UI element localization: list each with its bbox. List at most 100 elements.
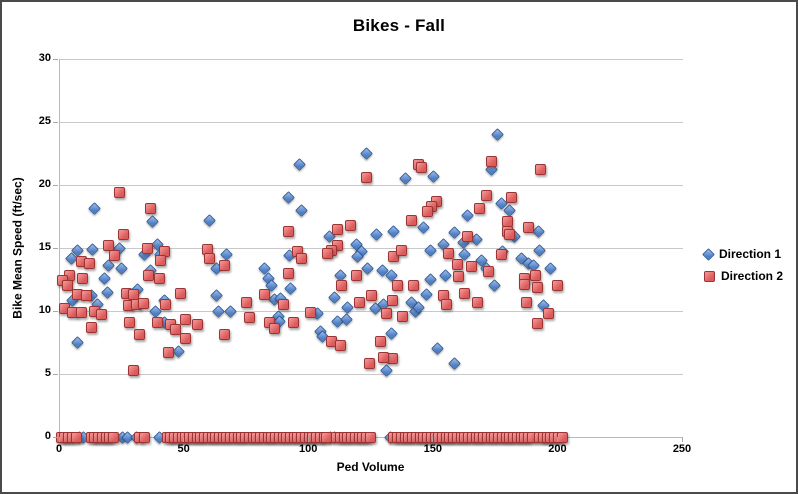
gridline (60, 184, 683, 186)
data-point-direction-1 (71, 336, 84, 349)
y-tick-mark (53, 184, 58, 186)
y-tick-mark (53, 373, 58, 375)
x-tick-mark (432, 437, 434, 442)
legend-entry-direction-1: Direction 1 (702, 243, 783, 265)
data-point-direction-2 (519, 279, 531, 291)
data-point-direction-2 (415, 161, 427, 173)
data-point-direction-2 (151, 316, 163, 328)
x-tick-label: 150 (423, 443, 442, 455)
data-point-direction-1 (224, 304, 238, 318)
gridline (60, 58, 683, 60)
y-tick-label: 5 (44, 367, 51, 379)
legend-entry-direction-2: Direction 2 (704, 265, 783, 287)
gridline (60, 121, 683, 123)
data-point-direction-2 (108, 431, 120, 443)
data-point-direction-1 (490, 128, 504, 141)
data-point-direction-1 (438, 269, 452, 283)
data-point-direction-1 (295, 203, 309, 217)
y-tick-mark (53, 247, 58, 249)
data-point-direction-2 (366, 290, 377, 302)
x-tick-label: 200 (548, 443, 567, 455)
y-tick-label: 25 (38, 115, 51, 127)
y-tick-label: 30 (38, 52, 51, 64)
data-point-direction-1 (88, 202, 102, 216)
data-point-direction-1 (533, 244, 547, 257)
data-point-direction-2 (535, 164, 547, 176)
data-point-direction-2 (142, 270, 154, 282)
data-point-direction-2 (520, 296, 532, 308)
data-point-direction-2 (145, 203, 157, 215)
data-point-direction-2 (124, 316, 136, 328)
data-point-direction-2 (322, 247, 334, 259)
data-point-direction-2 (332, 223, 344, 235)
data-point-direction-1 (385, 327, 398, 341)
data-point-direction-2 (70, 431, 82, 443)
data-point-direction-2 (141, 242, 153, 254)
data-point-direction-2 (459, 287, 471, 299)
data-point-direction-1 (220, 247, 234, 261)
data-point-direction-2 (258, 289, 270, 301)
y-tick-mark (53, 436, 58, 438)
x-tick-mark (58, 437, 60, 442)
data-point-direction-2 (134, 329, 146, 341)
data-point-direction-2 (282, 226, 294, 238)
y-tick-label: 10 (38, 304, 51, 316)
data-point-direction-2 (374, 335, 386, 347)
data-point-direction-2 (556, 431, 568, 443)
data-point-direction-1 (427, 169, 441, 183)
data-point-direction-2 (380, 308, 392, 320)
data-point-direction-2 (282, 267, 294, 279)
y-tick-mark (53, 310, 58, 312)
data-point-direction-2 (296, 252, 308, 264)
data-point-direction-2 (363, 358, 375, 370)
data-point-direction-2 (387, 295, 399, 307)
data-point-direction-1 (488, 279, 502, 293)
data-point-direction-2 (451, 258, 463, 270)
data-point-direction-2 (378, 352, 390, 364)
data-point-direction-1 (360, 147, 373, 160)
data-point-direction-2 (480, 189, 492, 201)
chart-title: Bikes - Fall (352, 16, 446, 35)
data-point-direction-2 (118, 228, 130, 240)
data-point-direction-1 (211, 304, 225, 318)
data-point-direction-2 (241, 296, 253, 308)
data-point-direction-1 (448, 226, 462, 240)
data-point-direction-2 (277, 299, 289, 311)
data-point-direction-1 (145, 215, 159, 228)
data-point-direction-2 (392, 280, 404, 292)
data-point-direction-1 (102, 259, 115, 272)
data-point-direction-2 (160, 299, 172, 311)
data-point-direction-2 (268, 323, 280, 335)
data-point-direction-2 (170, 324, 182, 336)
data-point-direction-1 (341, 300, 355, 314)
data-point-direction-2 (483, 266, 495, 278)
data-point-direction-2 (388, 251, 400, 263)
data-point-direction-2 (353, 296, 365, 308)
data-point-direction-2 (128, 364, 139, 376)
data-point-direction-2 (218, 329, 230, 341)
data-point-direction-2 (344, 219, 356, 231)
data-point-direction-2 (351, 270, 363, 282)
data-point-direction-2 (408, 280, 420, 292)
diamond-icon (702, 247, 715, 261)
data-point-direction-2 (361, 171, 373, 183)
data-point-direction-1 (327, 290, 341, 304)
data-point-direction-1 (361, 261, 375, 275)
data-point-direction-2 (443, 247, 455, 259)
y-tick-label: 20 (38, 178, 51, 190)
data-point-direction-2 (461, 231, 473, 243)
data-point-direction-1 (171, 344, 185, 358)
data-point-direction-2 (103, 239, 115, 251)
y-tick-label: 0 (44, 430, 51, 442)
data-point-direction-1 (203, 213, 216, 227)
data-point-direction-2 (530, 270, 542, 282)
data-point-direction-2 (531, 318, 543, 330)
data-point-direction-2 (287, 316, 299, 328)
x-axis-title: Ped Volume (336, 460, 405, 474)
data-point-direction-1 (100, 285, 114, 299)
data-point-direction-1 (398, 172, 412, 186)
data-point-direction-2 (505, 192, 517, 204)
data-point-direction-2 (522, 222, 534, 234)
data-point-direction-1 (461, 208, 474, 222)
